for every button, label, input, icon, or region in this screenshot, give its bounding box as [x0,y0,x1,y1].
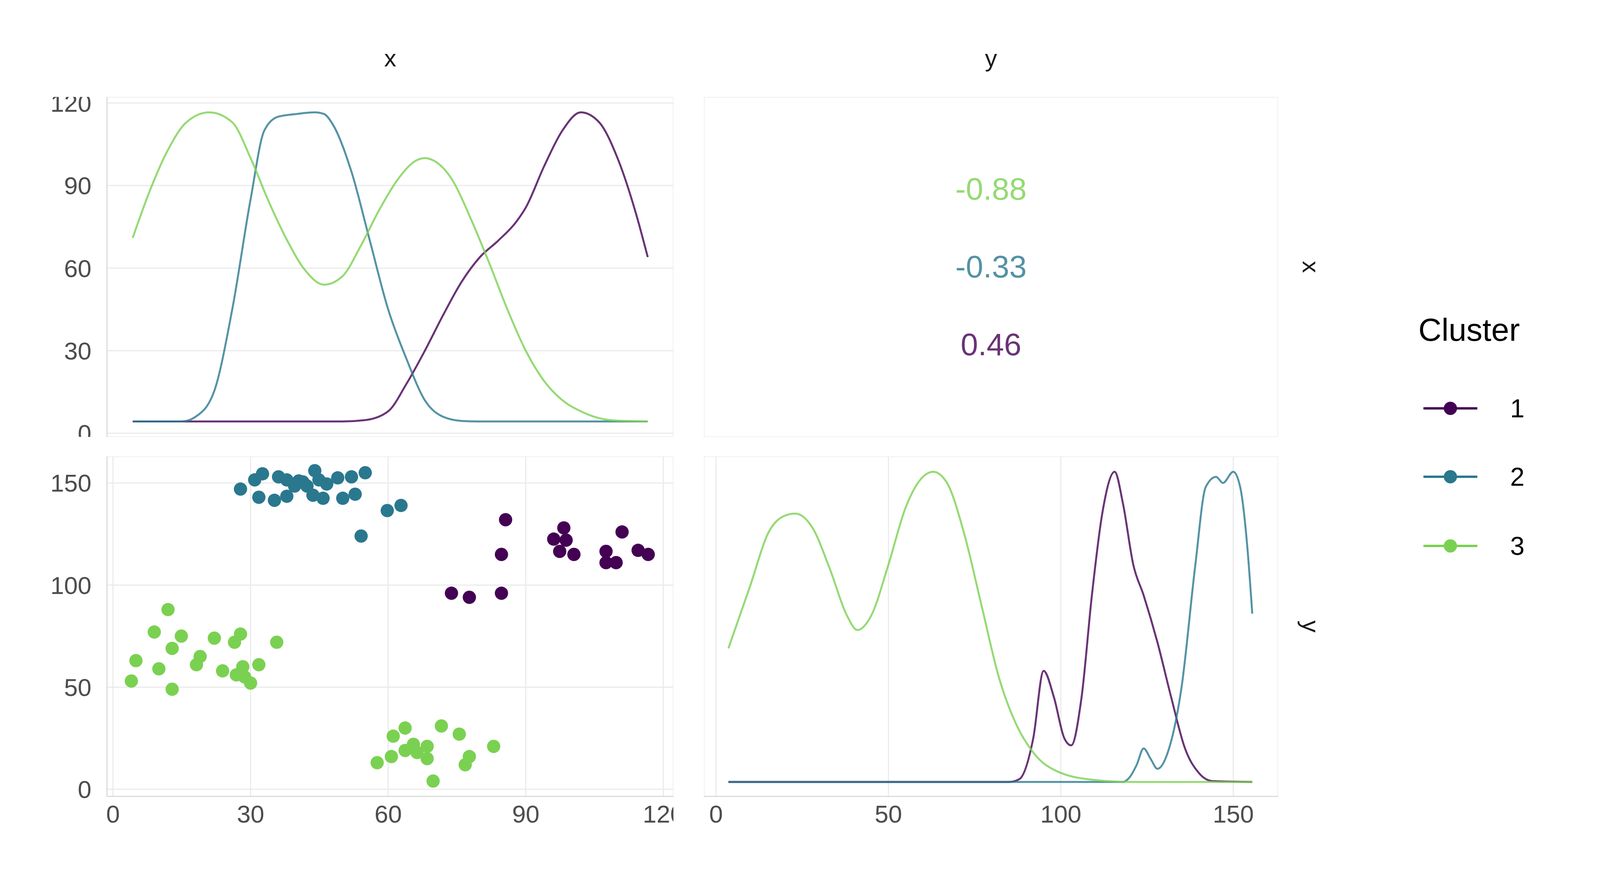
html-text:3: 3 [1510,531,1525,561]
svg-text:150: 150 [1212,800,1254,828]
svg-text:60: 60 [64,254,92,283]
svg-text:50: 50 [64,673,92,701]
svg-text:90: 90 [64,171,92,200]
html-text:y: y [984,44,998,72]
html-text:-0.88: -0.88 [955,171,1027,207]
svg-text:30: 30 [236,800,265,828]
svg-text:90: 90 [512,800,540,828]
svg-text:0: 0 [106,800,120,828]
svg-text:0: 0 [77,419,92,437]
svg-text:60: 60 [374,800,402,828]
svg-text:150: 150 [50,469,92,497]
html-text:Cluster: Cluster [1418,311,1520,348]
html-text:0.46: 0.46 [960,326,1022,362]
svg-text:0: 0 [77,775,92,803]
svg-text:0: 0 [708,800,723,828]
html-text:1: 1 [1510,393,1525,423]
html-text:y: y [1297,620,1325,633]
html-text:x: x [384,44,397,72]
svg-text:30: 30 [64,337,92,365]
html-text:x: x [1297,260,1325,273]
svg-text:100: 100 [1040,800,1082,828]
html-text:-0.33: -0.33 [955,249,1027,284]
html-text:2: 2 [1510,462,1525,492]
svg-text:100: 100 [50,571,92,599]
svg-text:120: 120 [50,96,92,117]
svg-text:120: 120 [642,800,674,828]
svg-text:50: 50 [874,800,902,828]
